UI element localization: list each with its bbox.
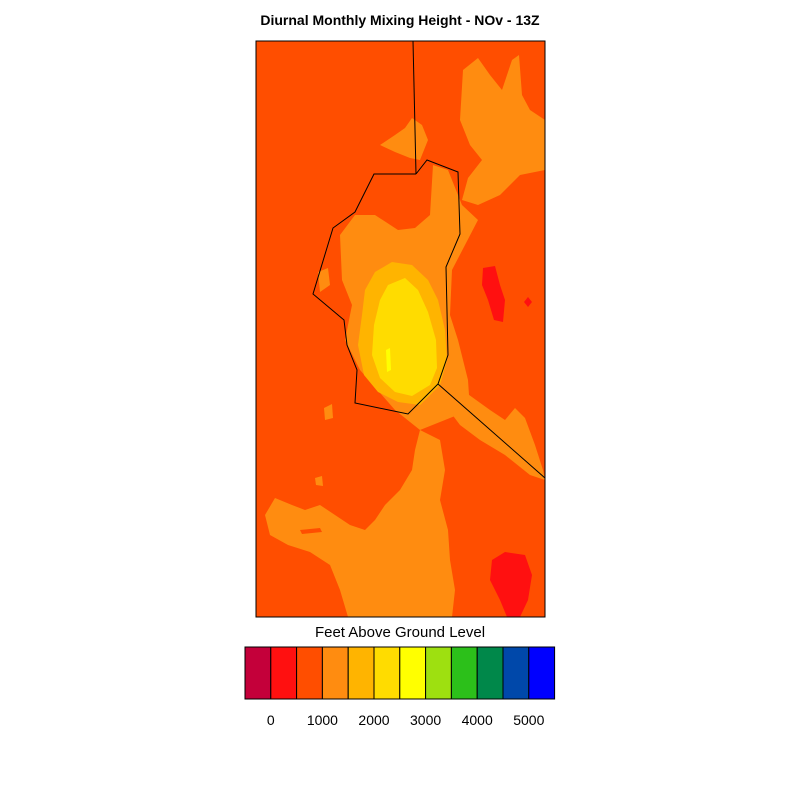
boundary-line-outline xyxy=(312,159,461,415)
colorbar-box xyxy=(528,646,556,700)
region-small-south-spot xyxy=(315,476,323,486)
colorbar-box xyxy=(373,646,401,700)
colorbar-box xyxy=(244,646,272,700)
colorbar-box xyxy=(476,646,504,700)
region-east-low-dot xyxy=(524,297,532,307)
colorbar-tick-label: 4000 xyxy=(461,712,493,728)
map-frame xyxy=(255,40,546,618)
region-north-east-tongue xyxy=(460,55,545,205)
colorbar-box xyxy=(502,646,530,700)
colorbar-box xyxy=(270,646,298,700)
colorbar-box xyxy=(450,646,478,700)
region-west-spot xyxy=(318,268,330,292)
region-southern-lobe xyxy=(265,430,455,617)
region-small-west-spot xyxy=(324,404,333,420)
colorbar-tick-label: 5000 xyxy=(513,712,545,728)
boundary-line-north xyxy=(412,40,417,175)
colorbar-box xyxy=(321,646,349,700)
colorbar-box xyxy=(296,646,323,700)
boundary-line-southeast xyxy=(437,383,546,479)
colorbar-tick-label: 1000 xyxy=(306,712,338,728)
colorbar-box xyxy=(425,646,452,700)
chart-title: Diurnal Monthly Mixing Height - NOv - 13… xyxy=(260,12,540,28)
colorbar-label: Feet Above Ground Level xyxy=(314,624,486,641)
region-core-peak xyxy=(386,348,391,372)
region-south-east-low-patch xyxy=(490,552,532,617)
colorbar xyxy=(244,646,556,700)
region-east-low-patch xyxy=(482,266,505,322)
region-north-blob xyxy=(380,118,428,160)
colorbar-tick-label: 0 xyxy=(266,712,275,728)
region-south-sliver xyxy=(300,528,322,534)
mixing-height-map xyxy=(255,40,546,618)
colorbar-box xyxy=(347,646,375,700)
colorbar-tick-label: 2000 xyxy=(358,712,390,728)
colorbar-box xyxy=(399,646,427,700)
colorbar-tick-label: 3000 xyxy=(410,712,442,728)
